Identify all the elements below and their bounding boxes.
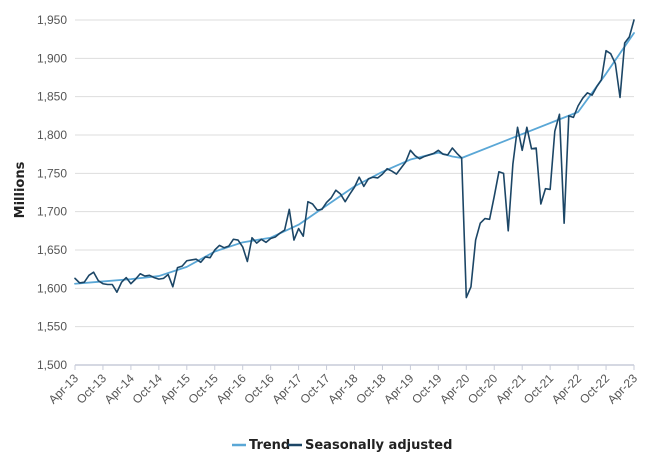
x-tick-label: Apr-16 — [213, 371, 249, 407]
x-tick-label: Apr-14 — [102, 371, 138, 407]
x-tick-label: Apr-17 — [269, 371, 305, 407]
y-tick-label: 1,900 — [37, 51, 67, 65]
x-tick-label: Apr-20 — [437, 371, 473, 407]
y-tick-label: 1,600 — [37, 281, 67, 295]
y-tick-label: 1,500 — [37, 358, 67, 372]
x-tick-label: Apr-13 — [46, 371, 82, 407]
series-line-seasonally-adjusted — [74, 19, 635, 299]
x-tick-label: Apr-21 — [493, 371, 529, 407]
x-tick-label: Apr-19 — [381, 371, 417, 407]
x-tick-label: Apr-22 — [549, 371, 585, 407]
legend-item-trend: Trend — [249, 438, 290, 453]
gridlines — [75, 19, 634, 366]
series-line-trend — [74, 32, 635, 285]
y-tick-label: 1,550 — [37, 320, 67, 334]
x-tick-label: Apr-15 — [158, 371, 194, 407]
y-tick-label: 1,650 — [37, 243, 67, 257]
x-tick-label: Oct-17 — [297, 371, 333, 407]
x-tick-label: Apr-18 — [325, 371, 361, 407]
y-tick-label: 1,750 — [37, 166, 67, 180]
series — [74, 19, 635, 299]
y-tick-label: 1,850 — [37, 90, 67, 104]
y-tick-label: 1,700 — [37, 205, 67, 219]
y-tick-label: 1,800 — [37, 128, 67, 142]
legend: Trend Seasonally adjusted — [232, 438, 452, 453]
x-tick-label: Oct-21 — [521, 371, 557, 407]
x-tick-label: Oct-20 — [465, 371, 501, 407]
x-axis: Apr-13Oct-13Apr-14Oct-14Apr-15Oct-15Apr-… — [46, 365, 641, 407]
x-tick-label: Oct-19 — [409, 371, 445, 407]
x-tick-label: Apr-23 — [605, 371, 641, 407]
y-tick-label: 1,950 — [37, 13, 67, 27]
x-tick-label: Oct-13 — [74, 371, 110, 407]
x-tick-label: Oct-18 — [353, 371, 389, 407]
x-tick-label: Oct-16 — [241, 371, 277, 407]
x-tick-label: Oct-15 — [186, 371, 222, 407]
y-axis-title: Millions — [13, 161, 28, 218]
y-axis: 1,500 1,550 1,600 1,650 1,700 1,750 1,800 1,850… — [37, 13, 67, 372]
x-tick-label: Oct-14 — [130, 371, 166, 407]
legend-item-seasonally-adjusted: Seasonally adjusted — [305, 438, 452, 453]
x-tick-label: Oct-22 — [577, 371, 613, 407]
